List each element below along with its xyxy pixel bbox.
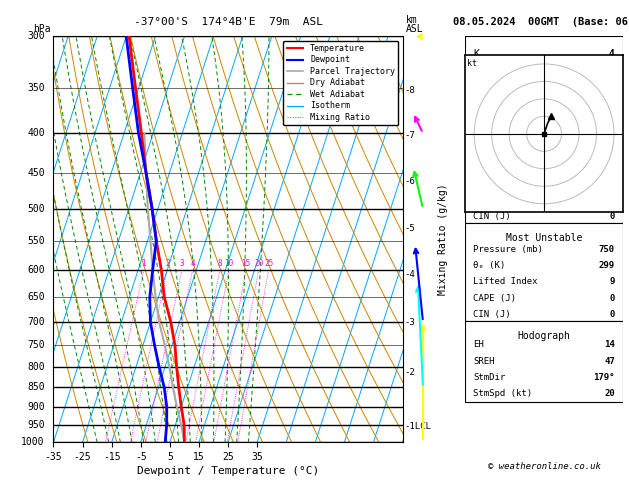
Text: 10: 10	[225, 259, 233, 268]
Text: -5: -5	[404, 224, 415, 233]
Text: CAPE (J): CAPE (J)	[474, 294, 516, 303]
Text: 850: 850	[27, 382, 45, 393]
Text: km
ASL: km ASL	[406, 15, 423, 34]
Text: K: K	[474, 49, 479, 59]
Text: CIN (J): CIN (J)	[474, 212, 511, 221]
FancyBboxPatch shape	[465, 321, 623, 401]
Text: θₑ (K): θₑ (K)	[474, 261, 506, 270]
Text: 47: 47	[604, 357, 615, 365]
Text: StmSpd (kt): StmSpd (kt)	[474, 389, 532, 398]
Text: 8: 8	[218, 259, 222, 268]
Text: Hodograph: Hodograph	[518, 330, 571, 341]
FancyBboxPatch shape	[465, 223, 623, 321]
Text: 0: 0	[610, 195, 615, 205]
Text: 179°: 179°	[593, 373, 615, 382]
Text: 08.05.2024  00GMT  (Base: 06): 08.05.2024 00GMT (Base: 06)	[454, 17, 629, 27]
Text: 300: 300	[27, 32, 45, 41]
Text: 550: 550	[27, 236, 45, 246]
Text: 4: 4	[191, 259, 195, 268]
Text: © weatheronline.co.uk: © weatheronline.co.uk	[487, 462, 601, 471]
Text: 1.27: 1.27	[591, 91, 615, 101]
Text: 25: 25	[264, 259, 273, 268]
Text: 20: 20	[254, 259, 264, 268]
Text: 700: 700	[27, 317, 45, 327]
Text: 15: 15	[242, 259, 251, 268]
Text: kt: kt	[467, 59, 477, 68]
Text: -8: -8	[404, 86, 415, 95]
Text: 9: 9	[610, 278, 615, 286]
Text: 0: 0	[610, 212, 615, 221]
Text: 37: 37	[603, 70, 615, 80]
Text: Totals Totals: Totals Totals	[474, 70, 550, 80]
Text: PW (cm): PW (cm)	[474, 91, 515, 101]
Text: Lifted Index: Lifted Index	[474, 179, 538, 188]
Text: 500: 500	[27, 204, 45, 214]
Text: Most Unstable: Most Unstable	[506, 233, 582, 243]
Text: -4: -4	[404, 270, 415, 279]
Text: -7: -7	[404, 131, 415, 140]
Text: Dewp (°C): Dewp (°C)	[474, 146, 521, 155]
Text: 20: 20	[604, 389, 615, 398]
Text: 3.4: 3.4	[599, 146, 615, 155]
Text: 800: 800	[27, 362, 45, 372]
Text: -37°00'S  174°4B'E  79m  ASL: -37°00'S 174°4B'E 79m ASL	[133, 17, 323, 27]
Text: -1LCL: -1LCL	[404, 422, 431, 431]
Text: 3: 3	[180, 259, 184, 268]
Text: 750: 750	[27, 340, 45, 350]
Text: 900: 900	[27, 402, 45, 412]
Text: 295: 295	[599, 162, 615, 172]
Text: 1: 1	[142, 259, 146, 268]
Text: 12: 12	[604, 179, 615, 188]
Text: 400: 400	[27, 128, 45, 139]
Text: 299: 299	[599, 261, 615, 270]
Text: StmDir: StmDir	[474, 373, 506, 382]
Text: 350: 350	[27, 84, 45, 93]
Text: 14: 14	[604, 340, 615, 349]
Text: 750: 750	[599, 245, 615, 254]
Text: SREH: SREH	[474, 357, 495, 365]
Text: EH: EH	[474, 340, 484, 349]
FancyBboxPatch shape	[465, 36, 623, 107]
Text: θₑ(K): θₑ(K)	[474, 162, 500, 172]
Text: Lifted Index: Lifted Index	[474, 278, 538, 286]
Legend: Temperature, Dewpoint, Parcel Trajectory, Dry Adiabat, Wet Adiabat, Isotherm, Mi: Temperature, Dewpoint, Parcel Trajectory…	[284, 41, 398, 125]
X-axis label: Dewpoint / Temperature (°C): Dewpoint / Temperature (°C)	[137, 466, 319, 476]
Text: 10: 10	[604, 129, 615, 139]
Text: 4: 4	[609, 49, 615, 59]
Text: 450: 450	[27, 168, 45, 178]
Text: 600: 600	[27, 265, 45, 275]
FancyBboxPatch shape	[465, 107, 623, 223]
Text: 0: 0	[610, 310, 615, 319]
Text: 650: 650	[27, 292, 45, 302]
Text: hPa: hPa	[33, 24, 50, 34]
Text: Pressure (mb): Pressure (mb)	[474, 245, 543, 254]
Text: -6: -6	[404, 177, 415, 187]
Text: CIN (J): CIN (J)	[474, 310, 511, 319]
Text: Surface: Surface	[523, 118, 565, 128]
Text: 0: 0	[610, 294, 615, 303]
Text: -3: -3	[404, 318, 415, 327]
Text: Mixing Ratio (g/kg): Mixing Ratio (g/kg)	[438, 184, 448, 295]
Text: Temp (°C): Temp (°C)	[474, 129, 521, 139]
Text: CAPE (J): CAPE (J)	[474, 195, 516, 205]
Text: 1000: 1000	[21, 437, 45, 447]
Text: 950: 950	[27, 420, 45, 430]
Text: -2: -2	[404, 368, 415, 378]
Text: 2: 2	[165, 259, 170, 268]
